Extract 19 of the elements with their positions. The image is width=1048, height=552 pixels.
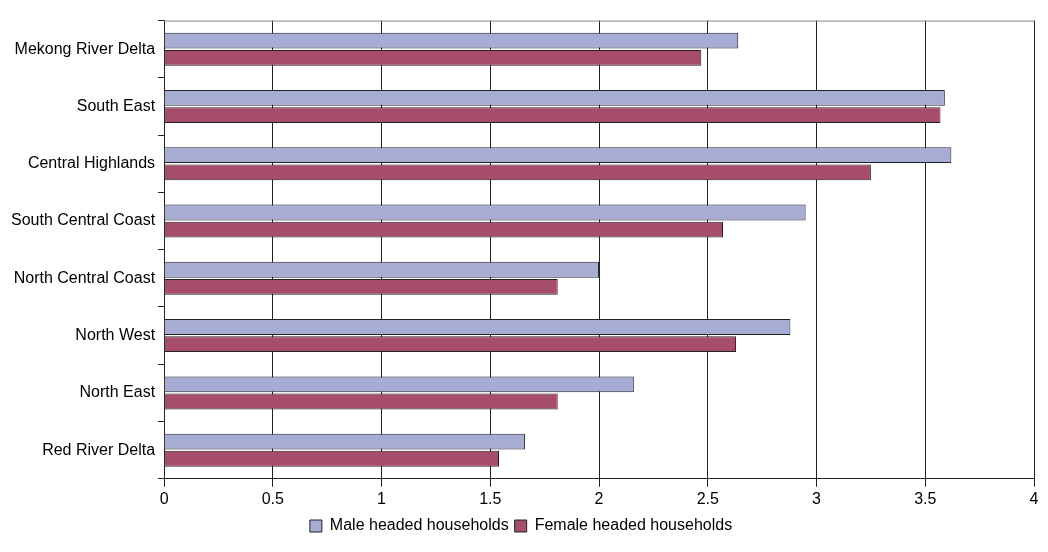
x-tick-label: 1.5: [479, 489, 502, 507]
y-tick-label: Mekong River Delta: [14, 39, 156, 57]
y-tick-label: South East: [76, 96, 156, 114]
legend-label: Female headed households: [534, 516, 733, 534]
x-tick-label: 0.5: [261, 489, 285, 507]
y-tick-label: Red River Delta: [42, 440, 156, 458]
y-tick-label: North West: [75, 326, 156, 344]
x-tick-label: 2.5: [696, 489, 719, 507]
x-tick-label: 2: [594, 489, 604, 507]
x-tick-label: 3.5: [914, 489, 937, 507]
legend-label: Male headed households: [329, 516, 509, 534]
y-tick-label: Central Highlands: [27, 154, 156, 172]
x-tick-label: 3: [812, 489, 822, 507]
x-tick-label: 1: [377, 489, 387, 507]
y-tick-label: South Central Coast: [11, 211, 156, 229]
x-tick-label: 4: [1029, 489, 1039, 507]
x-tick-label: 0: [159, 489, 169, 507]
y-tick-label: North East: [79, 383, 156, 401]
y-tick-label: North Central Coast: [13, 268, 156, 286]
